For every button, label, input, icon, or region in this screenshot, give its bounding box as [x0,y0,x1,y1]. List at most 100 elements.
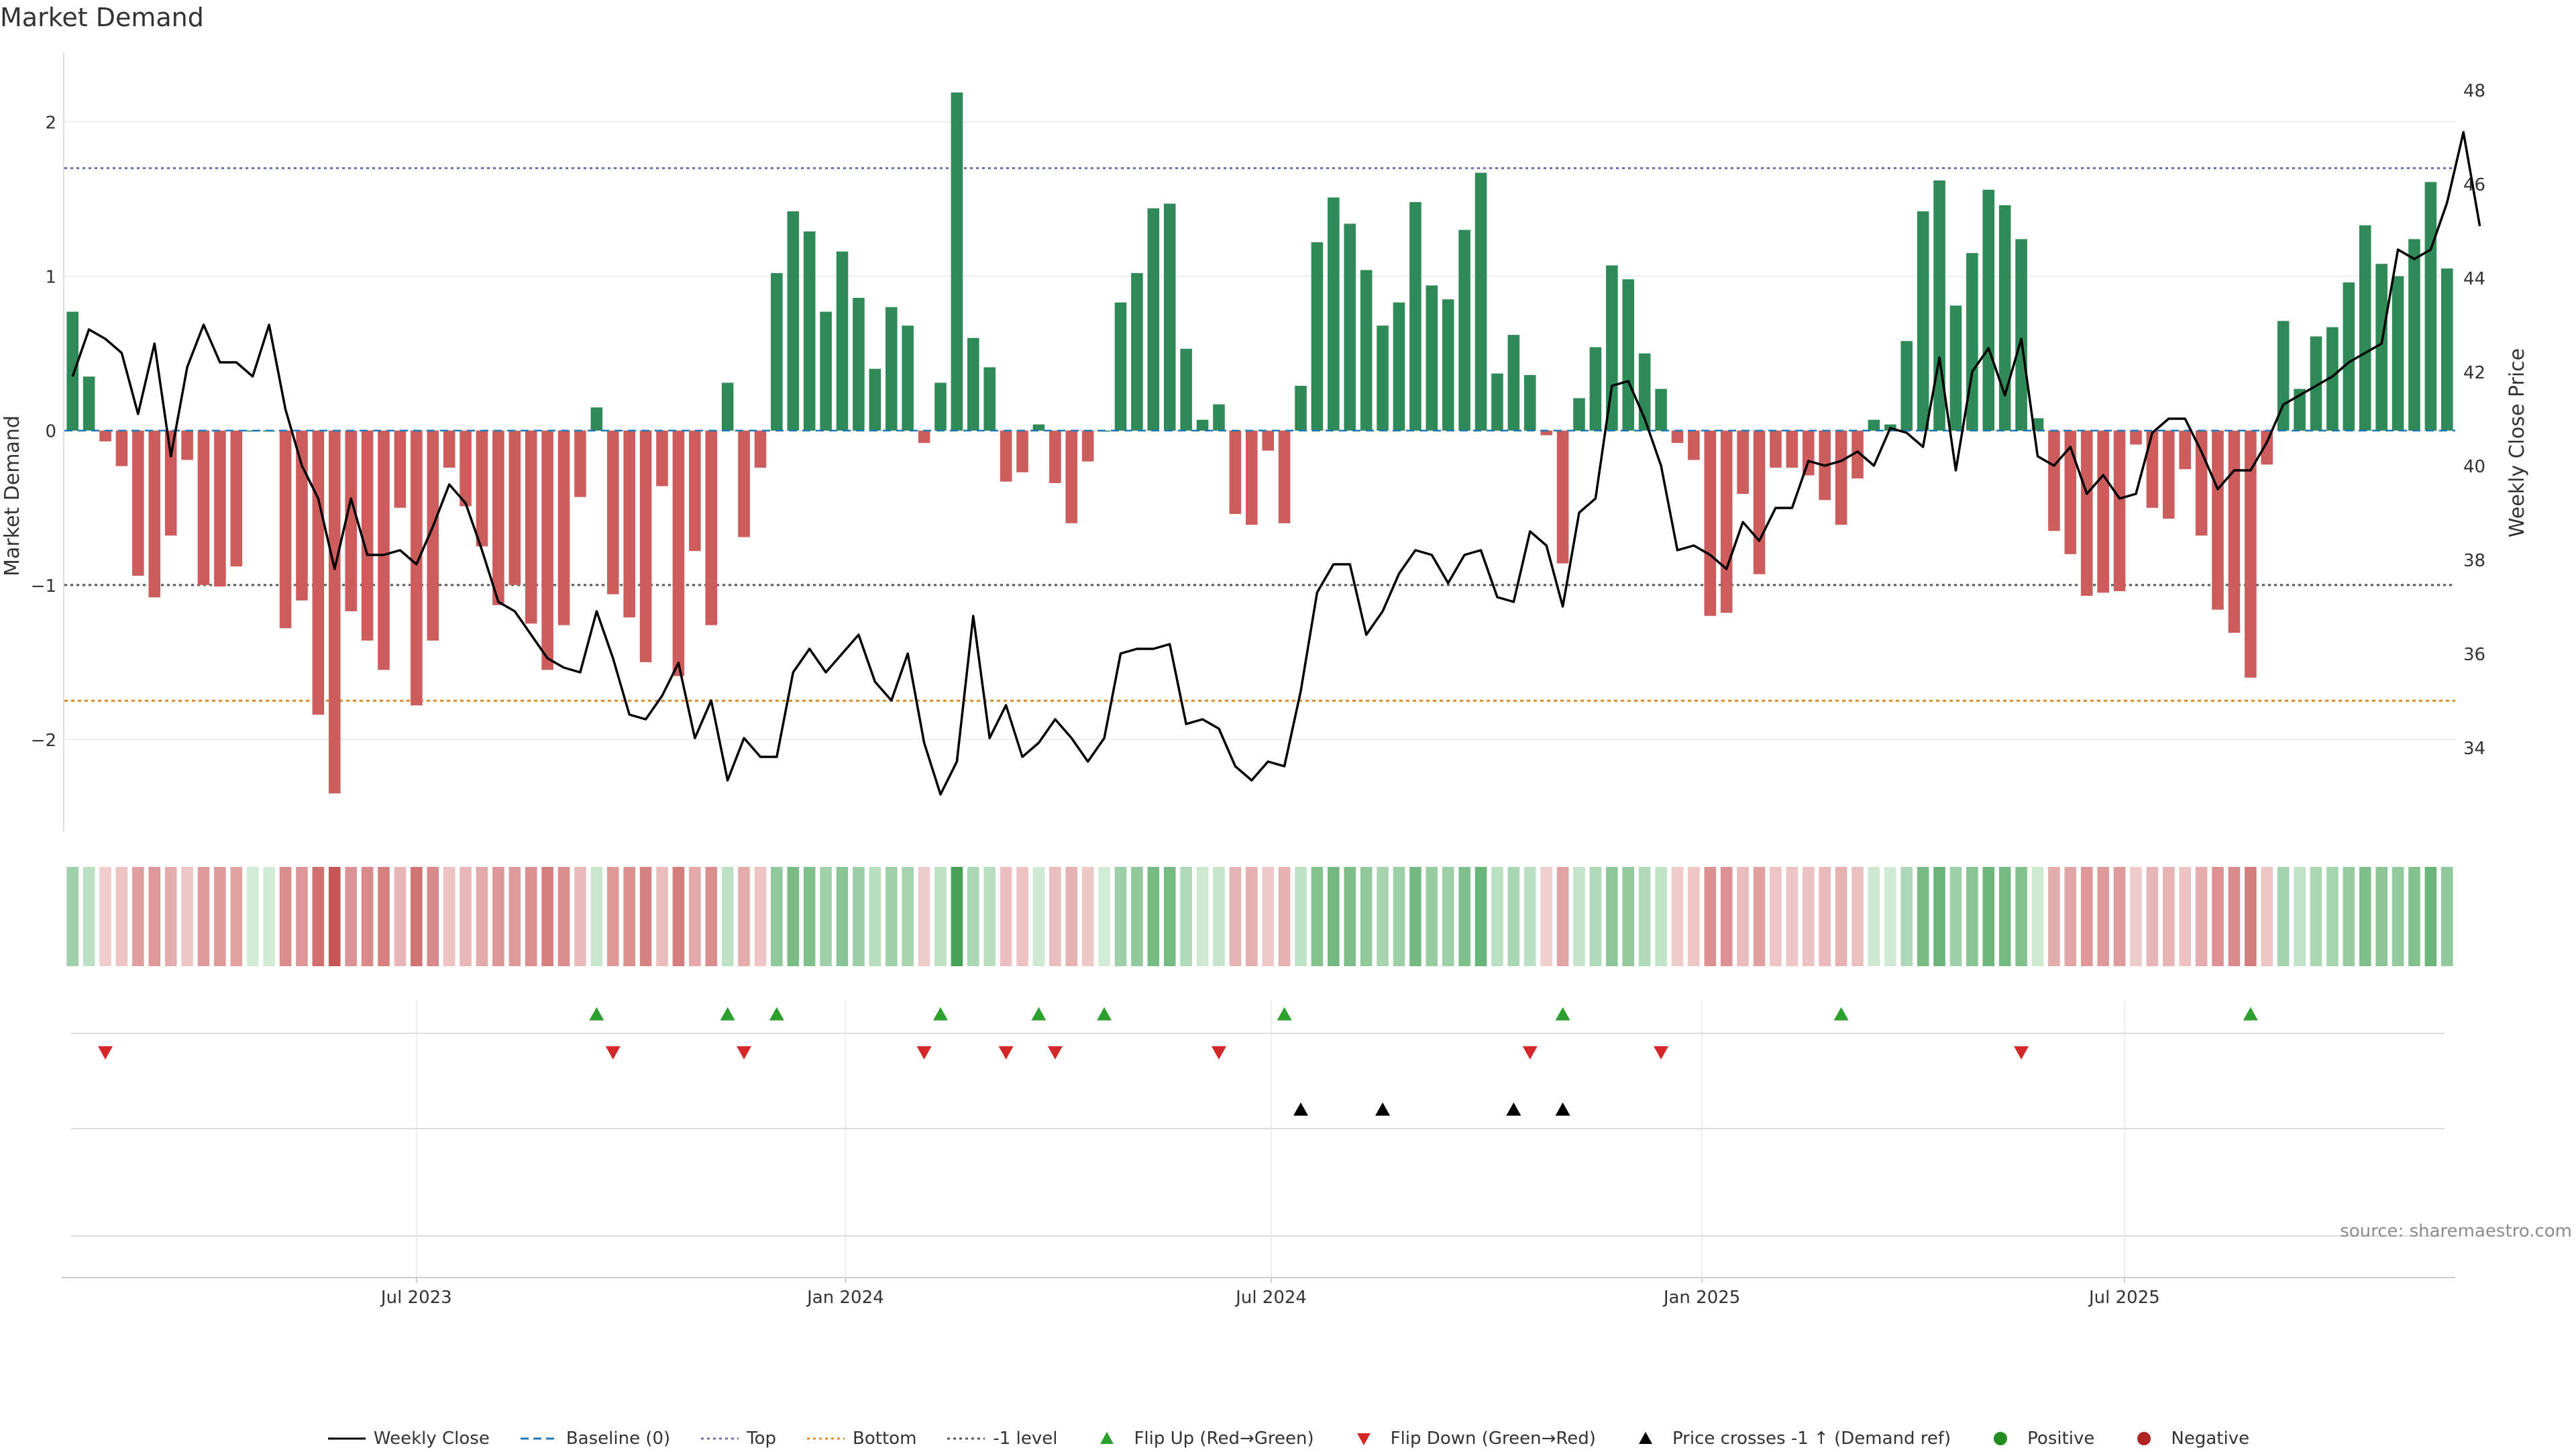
demand-bar [1622,279,1635,431]
demand-bar [164,430,177,536]
demand-bar [1344,223,1356,431]
flip-down-marker [998,1046,1014,1059]
heat-strip-cell [2195,867,2208,966]
heat-strip-cell [2031,867,2044,966]
legend-item: Flip Down (Green→Red) [1344,1429,1596,1449]
left-tick-label: −1 [31,576,56,597]
heat-strip-cell [1573,867,1585,966]
demand-bar [2064,430,2077,554]
heat-strip-cell [902,867,914,966]
demand-bar [492,430,504,605]
heat-strip-cell [2015,867,2027,966]
demand-bar [1114,302,1127,431]
demand-bar [279,430,292,629]
heat-strip-cell [2245,867,2257,966]
demand-bar [1474,172,1487,431]
heat-strip-cell [2064,867,2077,966]
demand-bar [902,325,914,431]
flip-up-marker [1555,1007,1570,1021]
demand-bar [230,430,243,567]
heat-strip-cell [1114,867,1127,966]
right-tick-label: 38 [2463,551,2485,571]
heat-strip-cell [836,867,849,966]
legend-item: Bottom [806,1429,916,1449]
heat-strip-cell [115,867,128,966]
heat-strip-cell [1851,867,1864,966]
heat-strip-cell [1998,867,2011,966]
heat-strip-cell [1278,867,1291,966]
heat-strip-cell [2146,867,2159,966]
heat-strip-cell [1589,867,1602,966]
legend-label: Top [747,1429,777,1449]
flip-down-marker [605,1046,621,1059]
demand-bar [2228,430,2241,633]
demand-bar [853,297,865,431]
demand-bar [1328,197,1340,431]
demand-bar [2163,430,2175,519]
demand-bar [1802,430,1815,476]
demand-bar [885,307,898,431]
heat-strip-cell [1622,867,1635,966]
demand-bar [1523,374,1536,431]
demand-bar [2080,430,2093,596]
heat-strip-cell [951,867,963,966]
heat-strip-cell [1900,867,1913,966]
demand-bar [1458,229,1470,431]
demand-bar [2113,430,2126,592]
left-tick-label: 0 [45,422,56,442]
demand-bar [2015,239,2027,431]
demand-bar [2441,268,2453,431]
demand-bar [1065,430,1078,523]
demand-bar [2146,430,2159,508]
heat-strip-cell [1507,867,1520,966]
heat-strip-cell [164,867,177,966]
heat-strip-cell [1065,867,1078,966]
heat-strip-cell [378,867,390,966]
legend-label: Weekly Close [373,1429,490,1449]
demand-bar [1131,273,1143,431]
heat-strip-cell [853,867,865,966]
demand-bar [132,430,144,576]
heat-strip-cell [1835,867,1847,966]
heat-strip-cell [1884,867,1896,966]
heat-strip-cell [918,867,930,966]
weekly-close-line [71,131,2481,796]
line-dashed-icon [520,1437,558,1440]
demand-bar [525,430,537,624]
heat-strip-cell [1491,867,1503,966]
heat-strip-cell [2310,867,2322,966]
demand-bar [2212,430,2224,610]
demand-bar [1998,205,2011,431]
demand-bar [590,407,603,431]
triangle-down-icon [1356,1433,1371,1445]
heat-strip-cell [1032,867,1045,966]
heat-strip-cell [1196,867,1209,966]
flip-up-marker [1097,1007,1112,1021]
heat-strip-cell [2375,867,2387,966]
heat-strip-cell [2359,867,2371,966]
heat-strip-cell [443,867,455,966]
demand-bar [1049,430,1061,483]
flip-down-marker [1211,1046,1226,1059]
heat-strip-cell [508,867,521,966]
demand-bar [378,430,390,670]
heat-strip-cell [1606,867,1618,966]
heat-strip-cell [689,867,701,966]
heat-strip-cell [983,867,996,966]
demand-bar [1180,348,1192,431]
heat-strip-cell [738,867,750,966]
demand-bar [1032,424,1045,431]
demand-bar [918,430,930,444]
heat-strip-cell [1016,867,1028,966]
demand-bar [721,382,734,431]
heat-strip-cell [181,867,193,966]
heat-strip-cell [83,867,95,966]
demand-bar [1868,419,1880,431]
demand-bar [1229,430,1242,514]
right-axis-title: Weekly Close Price [2506,348,2529,537]
legend-label: Baseline (0) [566,1429,671,1449]
heat-strip-cell [1966,867,1978,966]
demand-bar [951,92,963,431]
demand-bar [99,430,111,442]
demand-bar [771,273,783,431]
